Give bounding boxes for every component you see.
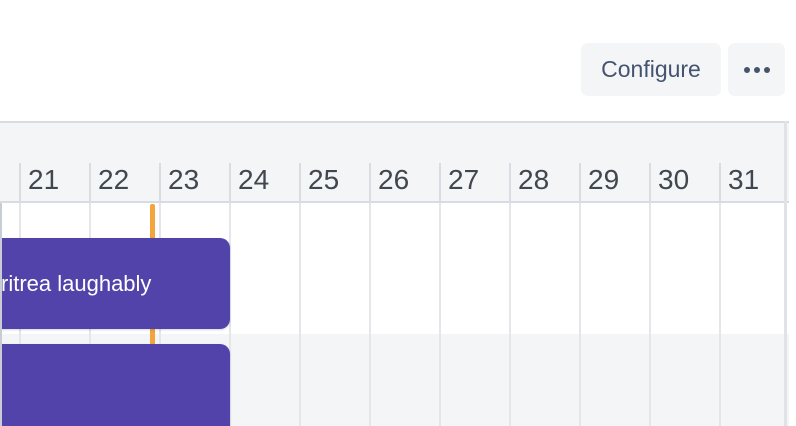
header-tick <box>649 163 651 201</box>
day-label: 28 <box>518 164 550 195</box>
timeline-panel: 21 22 23 24 25 26 27 28 29 30 31 ritrea … <box>0 121 789 426</box>
gantt-bar[interactable]: ritrea laughably <box>0 238 230 329</box>
grid-line <box>579 203 581 426</box>
grid-line <box>229 203 231 426</box>
ellipsis-icon <box>743 66 770 73</box>
panel-left-border <box>0 203 2 426</box>
day-label: 31 <box>728 164 760 195</box>
header-tick <box>159 163 161 201</box>
day-label: 26 <box>378 164 410 195</box>
configure-button[interactable]: Configure <box>581 43 721 96</box>
gantt-bar-label: ritrea laughably <box>1 270 152 296</box>
header-tick <box>579 163 581 201</box>
header-tick <box>299 163 301 201</box>
timeline-grid: ritrea laughably <box>0 203 789 426</box>
day-label: 24 <box>238 164 270 195</box>
more-button[interactable] <box>728 43 785 96</box>
grid-line <box>299 203 301 426</box>
day-label: 22 <box>98 164 130 195</box>
header-tick <box>369 163 371 201</box>
grid-line <box>369 203 371 426</box>
grid-line <box>509 203 511 426</box>
day-label: 29 <box>588 164 620 195</box>
grid-line <box>439 203 441 426</box>
gantt-bar[interactable] <box>0 344 230 426</box>
day-label: 27 <box>448 164 480 195</box>
header-tick <box>19 163 21 201</box>
timeline-header: 21 22 23 24 25 26 27 28 29 30 31 <box>0 123 789 201</box>
header-tick <box>719 163 721 201</box>
day-label: 21 <box>28 164 60 195</box>
header-bottom-border <box>0 201 789 203</box>
header-tick <box>509 163 511 201</box>
header-tick <box>229 163 231 201</box>
day-label: 25 <box>308 164 340 195</box>
header-tick <box>89 163 91 201</box>
grid-line <box>649 203 651 426</box>
grid-line <box>719 203 721 426</box>
day-label: 23 <box>168 164 200 195</box>
header-tick <box>439 163 441 201</box>
day-label: 30 <box>658 164 690 195</box>
panel-right-border <box>784 121 787 426</box>
panel-top-border <box>0 121 789 123</box>
